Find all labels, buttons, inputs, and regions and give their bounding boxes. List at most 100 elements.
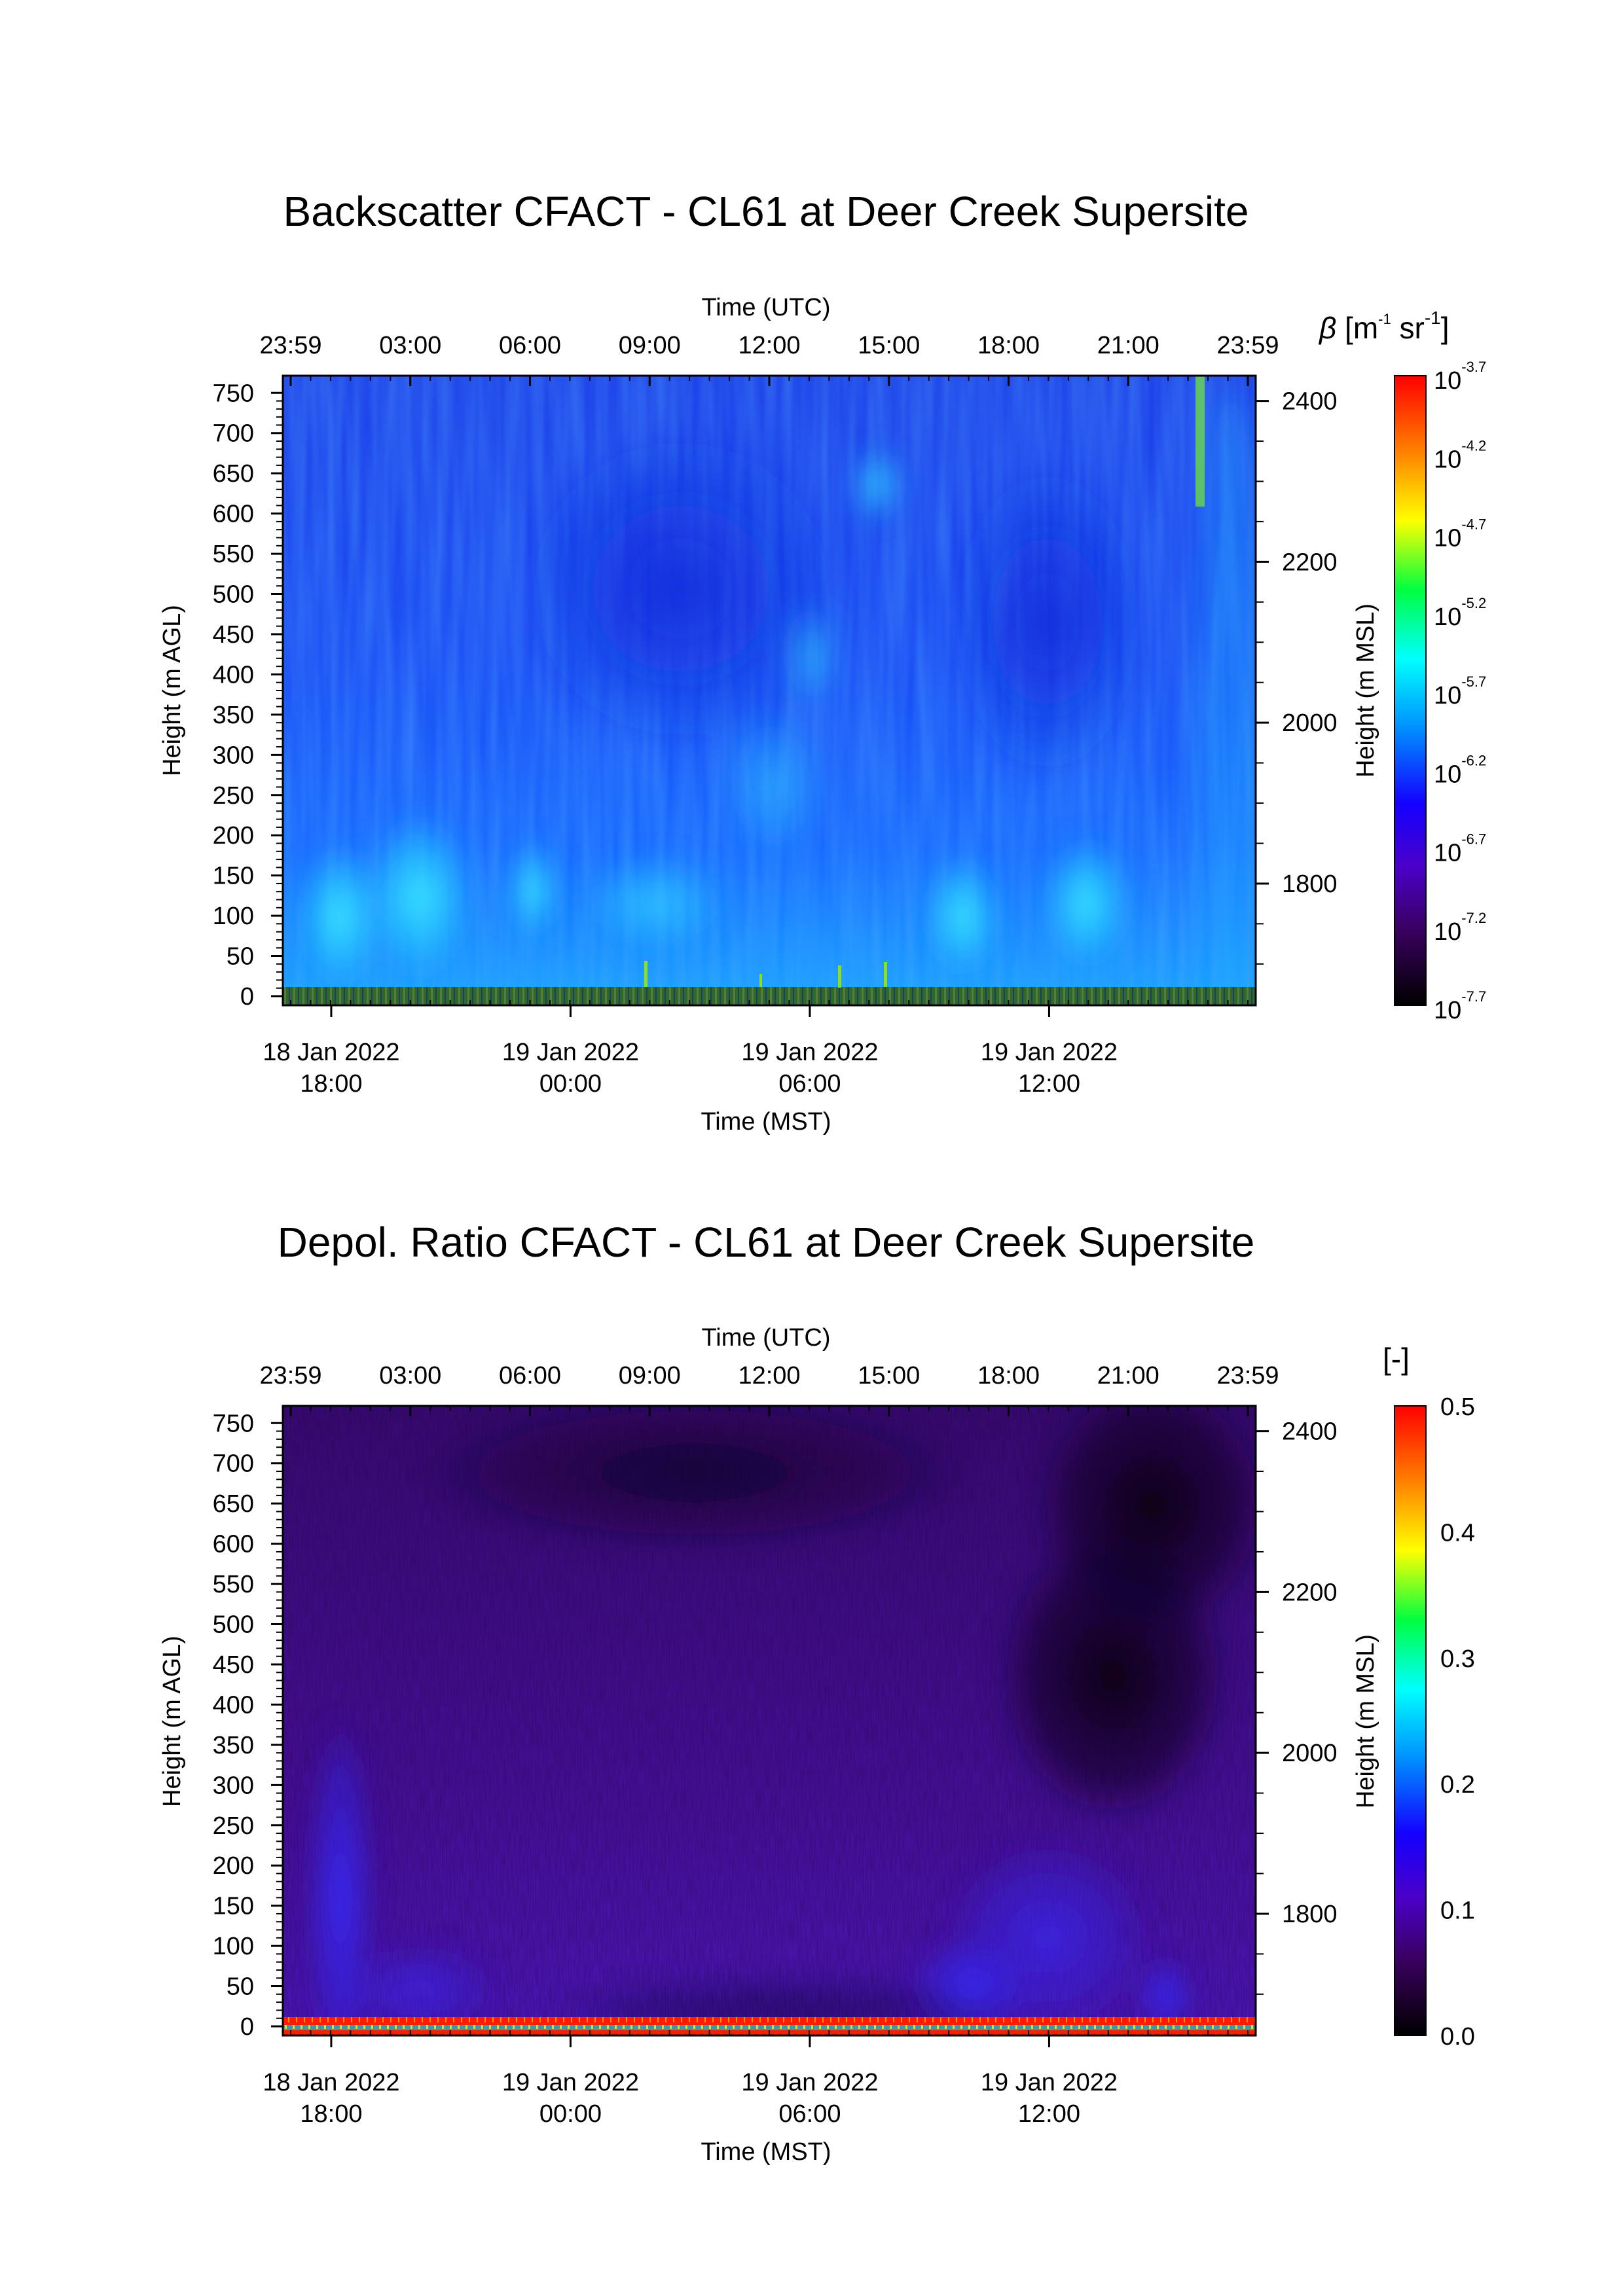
left-y-tick-label: 150 — [213, 1893, 254, 1920]
top-x-ticks: 23:59 03:00 06:00 09:00 12:00 15:00 18:00 21:00… — [259, 1362, 1279, 2036]
colorbar-tick-label: 10-4.2 — [1434, 437, 1486, 473]
bottom-x-tick-time: 00:00 — [539, 1070, 602, 1098]
left-y-tick-label: 750 — [213, 1410, 254, 1437]
right-y-tick-label: 2200 — [1282, 548, 1338, 576]
bottom-x-tick-time: 06:00 — [778, 2100, 841, 2128]
bottom-x-tick-time: 18:00 — [300, 2100, 362, 2128]
bottom-x-axis-label: Time (MST) — [701, 2138, 831, 2166]
backscatter-heatmap — [283, 376, 1256, 1005]
left-y-axis-label: Height (m AGL) — [158, 605, 186, 776]
top-x-tick-label: 12:00 — [738, 1362, 800, 1390]
left-y-tick-label: 500 — [213, 581, 254, 609]
top-x-tick-label: 21:00 — [1097, 332, 1159, 359]
right-y-tick-label: 1800 — [1282, 1901, 1338, 1928]
colorbar-tick-label: 10-7.7 — [1434, 988, 1486, 1024]
left-y-tick-label: 100 — [213, 903, 254, 930]
bottom-x-tick-date: 18 Jan 2022 — [263, 2069, 399, 2096]
bottom-x-tick-date: 18 Jan 2022 — [263, 1039, 399, 1066]
left-y-tick-label: 50 — [227, 943, 254, 971]
depol-heatmap — [283, 1406, 1256, 2036]
top-x-tick-label: 06:00 — [499, 1362, 561, 1390]
right-y-tick-label: 2000 — [1282, 709, 1338, 737]
left-y-tick-label: 100 — [213, 1933, 254, 1960]
colorbar-tick-label: 0.4 — [1440, 1519, 1475, 1547]
left-y-tick-label: 550 — [213, 1571, 254, 1598]
left-y-tick-label: 250 — [213, 782, 254, 810]
left-y-tick-label: 550 — [213, 541, 254, 568]
top-x-ticks: 23:59 03:00 06:00 09:00 12:00 15:00 18:00 21:00… — [259, 332, 1279, 1005]
colorbar-tick-label: 10-5.2 — [1434, 595, 1486, 631]
top-x-tick-label: 18:00 — [977, 332, 1040, 359]
right-y-tick-label: 1800 — [1282, 870, 1338, 898]
left-y-tick-label: 350 — [213, 1732, 254, 1759]
depol-colorbar: [-] 0.5 0.4 0.3 0.2 0.1 0.0 — [1383, 1342, 1475, 2051]
colorbar-ticks: 0.5 0.4 0.3 0.2 0.1 0.0 — [1440, 1393, 1475, 2051]
left-y-tick-label: 0 — [240, 983, 254, 1011]
left-y-tick-label: 250 — [213, 1812, 254, 1840]
colorbar-tick-label: 0.1 — [1440, 1897, 1475, 1925]
bottom-x-tick-time: 12:00 — [1018, 1070, 1080, 1098]
depol-panel: Depol. Ratio CFACT - CL61 at Deer Creek … — [158, 1219, 1475, 2166]
left-y-tick-label: 300 — [213, 1772, 254, 1799]
top-x-tick-label: 23:59 — [1216, 1362, 1279, 1390]
bottom-x-tick-date: 19 Jan 2022 — [502, 2069, 639, 2096]
colorbar-tick-label: 10-6.7 — [1434, 831, 1486, 867]
top-x-tick-label: 06:00 — [499, 332, 561, 359]
bottom-x-tick-time: 12:00 — [1018, 2100, 1080, 2128]
top-x-tick-label: 21:00 — [1097, 1362, 1159, 1390]
right-y-tick-label: 2000 — [1282, 1740, 1338, 1767]
left-y-ticks: 7507006506005505004504003503002502001501… — [213, 1410, 283, 2041]
colorbar-tick-label: 0.3 — [1440, 1645, 1475, 1673]
left-y-ticks: 7507006506005505004504003503002502001501… — [213, 380, 283, 1011]
bottom-x-tick-time: 06:00 — [778, 1070, 841, 1098]
bottom-x-ticks: 19 Jan 2022 00:00 19 Jan 2022 06:00 19 Jan 2… — [263, 2036, 1118, 2128]
left-y-tick-label: 150 — [213, 863, 254, 890]
right-y-axis-label: Height (m MSL) — [1352, 603, 1379, 778]
bottom-x-axis-label: Time (MST) — [701, 1108, 831, 1136]
colorbar-tick-label: 10-3.7 — [1434, 359, 1486, 395]
chart-title: Depol. Ratio CFACT - CL61 at Deer Creek … — [278, 1219, 1255, 1266]
right-y-ticks: 2400 2200 2000 1800 — [1256, 388, 1338, 965]
colorbar-tick-label: 10-7.2 — [1434, 910, 1486, 946]
left-y-tick-label: 0 — [240, 2013, 254, 2041]
bottom-x-tick-date: 19 Jan 2022 — [741, 2069, 878, 2096]
left-y-tick-label: 750 — [213, 380, 254, 407]
left-y-tick-label: 450 — [213, 1651, 254, 1679]
left-y-tick-label: 400 — [213, 1691, 254, 1719]
left-y-tick-label: 650 — [213, 460, 254, 488]
left-y-tick-label: 450 — [213, 621, 254, 649]
left-y-tick-label: 700 — [213, 420, 254, 448]
bottom-x-tick-date: 19 Jan 2022 — [981, 1039, 1118, 1066]
left-y-tick-label: 200 — [213, 1852, 254, 1880]
chart-title: Backscatter CFACT - CL61 at Deer Creek S… — [283, 188, 1249, 235]
right-y-axis-label: Height (m MSL) — [1352, 1634, 1379, 1808]
colorbar-ticks: 10-3.7 10-4.2 10-4.7 10-5.2 10-5.7 10-6.2 10-6… — [1434, 359, 1486, 1024]
top-x-tick-label: 12:00 — [738, 332, 800, 359]
bottom-x-tick-date: 19 Jan 2022 — [741, 1039, 878, 1066]
backscatter-colorbar: β [m-1 sr-1] 10-3.710-4.210-4.710-5.210-… — [1318, 308, 1486, 1024]
left-y-tick-label: 650 — [213, 1490, 254, 1518]
top-x-tick-label: 15:00 — [858, 332, 920, 359]
left-y-tick-label: 600 — [213, 501, 254, 528]
top-x-tick-label: 23:59 — [1216, 332, 1279, 359]
left-y-axis-label: Height (m AGL) — [158, 1636, 186, 1807]
colorbar-tick-label: 0.0 — [1440, 2023, 1475, 2051]
top-x-tick-label: 09:00 — [619, 1362, 681, 1390]
colorbar-tick-label: 0.2 — [1440, 1771, 1475, 1799]
colorbar-unit: β [m-1 sr-1] — [1318, 308, 1450, 345]
left-y-tick-label: 350 — [213, 702, 254, 729]
bottom-x-tick-time: 18:00 — [300, 1070, 362, 1098]
top-x-tick-label: 15:00 — [858, 1362, 920, 1390]
top-x-tick-label: 23:59 — [259, 1362, 321, 1390]
bottom-x-tick-date: 19 Jan 2022 — [502, 1039, 639, 1066]
colorbar-unit: [-] — [1383, 1342, 1410, 1376]
right-y-tick-label: 2200 — [1282, 1579, 1338, 1606]
bottom-x-tick-time: 00:00 — [539, 2100, 602, 2128]
top-x-tick-label: 03:00 — [379, 1362, 441, 1390]
colorbar-tick-label: 10-5.7 — [1434, 673, 1486, 709]
top-x-tick-label: 18:00 — [977, 1362, 1040, 1390]
left-y-tick-label: 50 — [227, 1973, 254, 2001]
top-x-axis-label: Time (UTC) — [702, 1324, 831, 1352]
left-y-tick-label: 500 — [213, 1611, 254, 1639]
